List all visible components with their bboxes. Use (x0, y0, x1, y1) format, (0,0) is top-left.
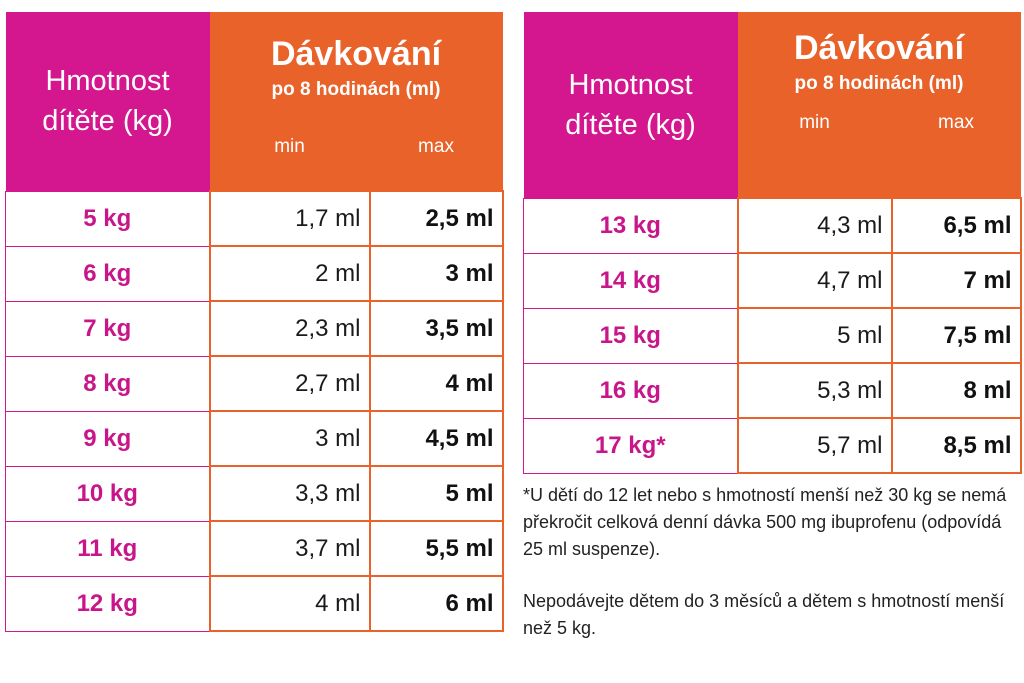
max-dose-cell: 2,5 ml (368, 190, 504, 247)
max-dose-cell: 5,5 ml (368, 520, 504, 577)
table-row: 14 kg 4,7 ml 7 ml (523, 252, 1022, 309)
weight-header-line1: Hmotnost (45, 65, 170, 98)
weight-cell: 10 kg (5, 465, 211, 522)
max-dose-cell: 7 ml (890, 252, 1022, 309)
min-dose-cell: 5 ml (736, 307, 893, 364)
weight-cell: 12 kg (5, 575, 211, 632)
max-dose-cell: 8 ml (890, 362, 1022, 419)
weight-cell: 8 kg (5, 355, 211, 412)
dose-header: Dávkování po 8 hodinách (ml) (209, 12, 503, 104)
min-dose-cell: 2,7 ml (208, 355, 371, 412)
min-dose-cell: 5,3 ml (736, 362, 893, 419)
table-row: 9 kg 3 ml 4,5 ml (5, 410, 504, 467)
dose-header: Dávkování po 8 hodinách (ml) (737, 12, 1021, 98)
table-row: 17 kg* 5,7 ml 8,5 ml (523, 417, 1022, 474)
max-column-header: max (891, 98, 1021, 198)
table-row: 11 kg 3,7 ml 5,5 ml (5, 520, 504, 577)
min-dose-cell: 2 ml (208, 245, 371, 302)
weight-header: Hmotnost dítěte (kg) (523, 12, 738, 198)
min-dose-cell: 3 ml (208, 410, 371, 467)
weight-cell: 5 kg (5, 190, 211, 247)
table-row: 15 kg 5 ml 7,5 ml (523, 307, 1022, 364)
max-dose-cell: 3,5 ml (368, 300, 504, 357)
max-dose-cell: 5 ml (368, 465, 504, 522)
weight-cell: 9 kg (5, 410, 211, 467)
max-dose-cell: 8,5 ml (890, 417, 1022, 474)
max-dose-cell: 3 ml (368, 245, 504, 302)
dose-title: Dávkování (270, 35, 442, 73)
min-dose-cell: 3,3 ml (208, 465, 371, 522)
table-row: 7 kg 2,3 ml 3,5 ml (5, 300, 504, 357)
warning-text: Nepodávejte dětem do 3 měsíců a dětem s … (523, 591, 1005, 638)
table-row: 10 kg 3,3 ml 5 ml (5, 465, 504, 522)
weight-header: Hmotnost dítěte (kg) (5, 12, 210, 191)
table-row: 16 kg 5,3 ml 8 ml (523, 362, 1022, 419)
min-dose-cell: 4 ml (208, 575, 371, 632)
max-column-header: max (369, 104, 503, 191)
min-dose-cell: 3,7 ml (208, 520, 371, 577)
min-dose-cell: 2,3 ml (208, 300, 371, 357)
weight-cell: 6 kg (5, 245, 211, 302)
dosage-table-right: Hmotnost dítěte (kg) Dávkování po 8 hodi… (523, 12, 1022, 474)
weight-header-line1: Hmotnost (568, 68, 693, 101)
max-dose-cell: 4,5 ml (368, 410, 504, 467)
min-dose-cell: 4,7 ml (736, 252, 893, 309)
table-row: 6 kg 2 ml 3 ml (5, 245, 504, 302)
weight-header-line2: dítěte (kg) (42, 105, 173, 138)
weight-cell: 16 kg (523, 362, 739, 419)
weight-header-line2: dítěte (kg) (565, 108, 696, 141)
min-dose-cell: 1,7 ml (208, 190, 371, 247)
max-dose-cell: 4 ml (368, 355, 504, 412)
min-dose-cell: 4,3 ml (736, 197, 893, 254)
min-dose-cell: 5,7 ml (736, 417, 893, 474)
min-column-header: min (209, 104, 370, 191)
weight-cell: 13 kg (523, 197, 739, 254)
min-column-header: min (737, 98, 892, 198)
weight-cell: 7 kg (5, 300, 211, 357)
table-row: 12 kg 4 ml 6 ml (5, 575, 504, 632)
max-dose-cell: 6,5 ml (890, 197, 1022, 254)
weight-cell: 14 kg (523, 252, 739, 309)
footnote-text: *U dětí do 12 let nebo s hmotností menší… (523, 485, 1007, 559)
max-dose-cell: 7,5 ml (890, 307, 1022, 364)
dose-title: Dávkování (793, 29, 965, 67)
table-row: 13 kg 4,3 ml 6,5 ml (523, 197, 1022, 254)
weight-cell: 15 kg (523, 307, 739, 364)
table-row: 5 kg 1,7 ml 2,5 ml (5, 190, 504, 247)
dosage-table-left: Hmotnost dítěte (kg) Dávkování po 8 hodi… (5, 12, 504, 632)
weight-cell: 17 kg* (523, 417, 739, 474)
weight-cell: 11 kg (5, 520, 211, 577)
table-row: 8 kg 2,7 ml 4 ml (5, 355, 504, 412)
dose-subtitle: po 8 hodinách (ml) (271, 79, 441, 100)
max-dose-cell: 6 ml (368, 575, 504, 632)
dose-subtitle: po 8 hodinách (ml) (794, 73, 964, 94)
